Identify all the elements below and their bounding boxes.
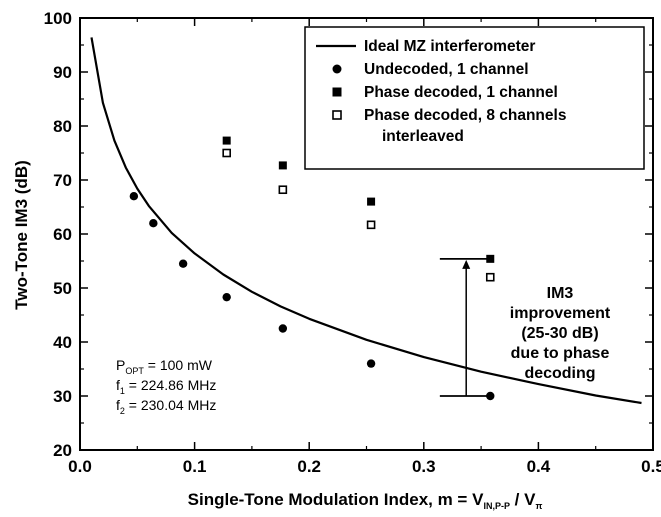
legend-label-line2: interleaved xyxy=(382,128,464,145)
legend-label: Phase decoded, 8 channels xyxy=(364,107,566,124)
legend: Ideal MZ interferometer Undecoded, 1 chan… xyxy=(304,26,645,170)
undecoded-point xyxy=(149,219,158,228)
annotation-line: due to phase xyxy=(511,345,610,362)
undecoded-point xyxy=(222,292,231,302)
ideal-mz-curve xyxy=(90,37,642,405)
y-tick-label: 100 xyxy=(44,9,72,28)
x-tick-label: 0.5 xyxy=(641,457,661,476)
axis-tick-labels: 0.0 0.1 0.2 0.3 0.4 0.5 20 30 40 50 60 70 80 90 100 xyxy=(44,9,661,476)
improvement-annotation: IM3 improvement (25-30 dB) due to phase deco… xyxy=(439,257,611,397)
ideal-mz-curve-layer xyxy=(90,37,642,405)
phase-decoded-1ch-point xyxy=(222,136,231,145)
phase-decoded-8ch-point xyxy=(278,185,288,195)
legend-filled-square-swatch xyxy=(332,87,342,97)
phase-decoded-1ch-point xyxy=(367,197,376,206)
phase-decoded-8ch-point xyxy=(222,148,231,158)
legend-label: Phase decoded, 1 channel xyxy=(364,84,558,101)
undecoded-point xyxy=(129,192,139,201)
y-tick-label: 30 xyxy=(53,387,72,406)
legend-circle-swatch xyxy=(332,64,342,74)
y-axis-label: Two-Tone IM3 (dB) xyxy=(12,160,31,310)
undecoded-point xyxy=(178,259,188,268)
x-tick-label: 0.0 xyxy=(68,457,92,476)
y-tick-label: 60 xyxy=(53,225,72,244)
x-tick-label: 0.2 xyxy=(297,457,321,476)
annotation-line: improvement xyxy=(510,305,611,322)
annotation-line: (25-30 dB) xyxy=(521,325,598,342)
condition-line: f2 = 230.04 MHz xyxy=(116,397,216,416)
y-tick-label: 70 xyxy=(53,171,72,190)
phase-decoded-1ch-point xyxy=(278,161,287,170)
annotation-line: decoding xyxy=(524,365,595,382)
phase-decoded-8ch-point xyxy=(485,272,495,282)
legend-box xyxy=(304,26,645,170)
condition-line: f1 = 224.86 MHz xyxy=(116,377,216,396)
legend-open-square-swatch xyxy=(332,110,342,120)
y-tick-label: 20 xyxy=(53,441,72,460)
y-tick-label: 50 xyxy=(53,279,72,298)
undecoded-point xyxy=(278,324,288,333)
x-axis-label: Single-Tone Modulation Index, m = VIN,P-… xyxy=(188,490,543,511)
condition-line: POPT = 100 mW xyxy=(116,357,213,376)
axis-ticks xyxy=(79,17,654,451)
x-tick-label: 0.1 xyxy=(183,457,207,476)
undecoded-point xyxy=(366,359,376,368)
annotation-line: IM3 xyxy=(547,285,574,302)
y-tick-label: 40 xyxy=(53,333,72,352)
improvement-arrow-head xyxy=(462,259,471,269)
x-tick-label: 0.3 xyxy=(412,457,436,476)
y-tick-label: 80 xyxy=(53,117,72,136)
x-tick-label: 0.4 xyxy=(527,457,551,476)
phase-decoded-8ch-point xyxy=(366,220,376,230)
legend-label: Ideal MZ interferometer xyxy=(364,38,535,55)
y-tick-label: 90 xyxy=(53,63,72,82)
legend-label: Undecoded, 1 channel xyxy=(364,61,529,78)
